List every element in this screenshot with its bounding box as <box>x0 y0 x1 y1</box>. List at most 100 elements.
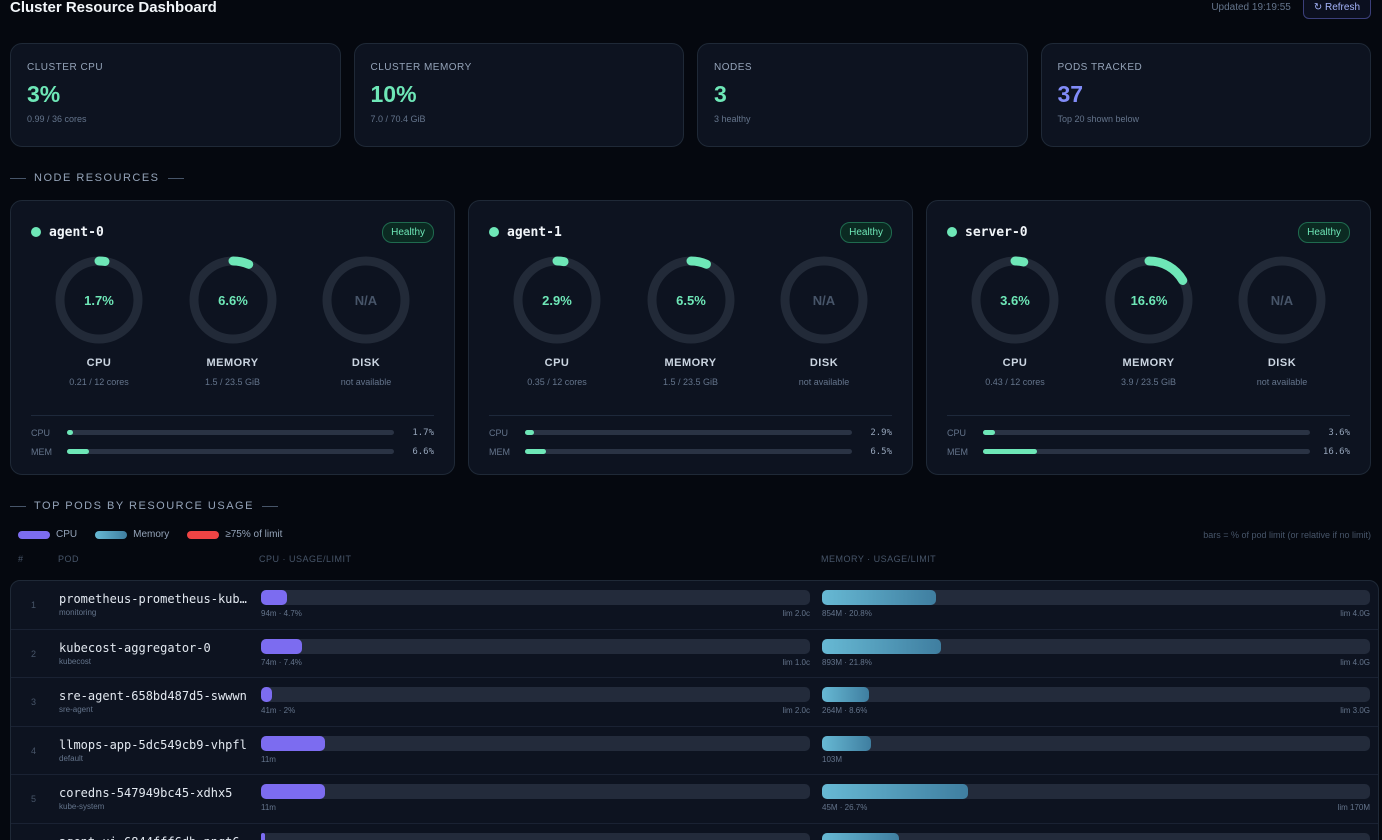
memory-bar-fill <box>822 784 969 799</box>
bar-track <box>983 449 1310 454</box>
summary-cards: CLUSTER CPU 3% 0.99 / 36 cores CLUSTER M… <box>10 43 1371 147</box>
gauge-sub: not available <box>340 377 392 387</box>
memory-limit-text: lim 4.0G <box>1340 657 1370 667</box>
bar-fill <box>67 449 89 454</box>
cpu-usage-bar: CPU 1.7% <box>31 423 434 442</box>
summary-sub: 7.0 / 70.4 GiB <box>370 114 426 124</box>
bar-track <box>67 430 394 435</box>
gauge-arc <box>55 256 143 344</box>
pods-table: 1 prometheus-prometheus-kube-prometheus-p… <box>10 580 1379 840</box>
pod-name: agent-ui-6844fff6db-nnqt6 <box>59 835 249 840</box>
memory-usage-text: 264M · 8.6% <box>822 706 868 715</box>
gauge-label: CPU <box>544 357 570 369</box>
mem-gauge-ring: 16.6% <box>1105 256 1192 344</box>
gauge-disk: N/A DISK not available <box>766 255 882 387</box>
legend: CPU Memory ≥75% of limit bars = % of pod… <box>18 529 1371 540</box>
table-row[interactable]: 3 sre-agent-658bd487d5-swwwn sre-agent 41m … <box>11 678 1378 727</box>
gauge-value: N/A <box>813 293 836 308</box>
legend-swatch <box>187 530 220 539</box>
gauge-value: 2.9% <box>542 293 572 308</box>
cpu-bar <box>261 832 810 840</box>
gauge-value: 16.6% <box>1130 293 1167 308</box>
cpu-bar-fill <box>261 735 326 751</box>
pod-name: llmops-app-5dc549cb9-vhpfl <box>59 737 247 752</box>
memory-bar-fill <box>822 832 899 840</box>
node-card-agent-1: agent-1 Healthy 2.9% CPU 0.35 / 12 cores 6.5%… <box>468 200 913 475</box>
bar-label: MEM <box>489 446 510 457</box>
cpu-usage-text: 74m · 7.4% <box>261 657 302 667</box>
memory-bar-fill <box>822 687 870 702</box>
gauge-value: 1.7% <box>84 293 114 308</box>
col-pod: POD <box>58 554 80 564</box>
gauge-value: N/A <box>355 293 378 308</box>
memory-usage-text: 45M · 26.7% <box>822 803 868 812</box>
bar-track <box>983 430 1310 435</box>
cpu-bar-fill <box>261 832 266 840</box>
cpu-bar <box>261 687 810 702</box>
cpu-usage-text: 94m · 4.7% <box>261 609 302 618</box>
node-name: agent-0 <box>49 224 104 240</box>
legend-cpu: CPU <box>18 529 77 540</box>
pod-namespace: kube-system <box>59 802 105 811</box>
summary-label: CLUSTER MEMORY <box>370 62 472 73</box>
gauge-arc <box>971 256 1059 344</box>
bar-label: MEM <box>31 446 52 457</box>
memory-usage-text: 854M · 20.8% <box>822 609 872 618</box>
header: Cluster Resource Dashboard Updated 19:19… <box>10 0 1371 20</box>
table-row[interactable]: 6agent-ui-6844fff6db-nnqt6 <box>11 824 1378 840</box>
memory-usage-bar: MEM 16.6% <box>947 442 1350 461</box>
bar-label: CPU <box>489 427 509 438</box>
memory-usage-text: 103M <box>822 754 843 764</box>
pod-namespace: monitoring <box>59 608 97 617</box>
gauge-arc <box>513 256 601 344</box>
summary-card-nodes: NODES 3 3 healthy <box>697 43 1028 147</box>
gauge-value: 3.6% <box>1000 293 1030 308</box>
gauge-label: DISK <box>809 357 839 369</box>
gauge-value: 6.6% <box>218 293 248 308</box>
bar-value: 2.9% <box>870 427 892 438</box>
summary-value: 37 <box>1057 81 1084 107</box>
legend-label: ≥75% of limit <box>225 529 283 540</box>
gauge-mem: 16.6% MEMORY 3.9 / 23.5 GiB <box>1091 255 1207 387</box>
legend-label: Memory <box>133 529 170 540</box>
updated-timestamp: Updated 19:19:55 <box>1211 1 1291 13</box>
section-title: NODE RESOURCES <box>34 172 160 184</box>
memory-bar <box>822 687 1370 702</box>
summary-value: 10% <box>370 81 417 107</box>
cpu-gauge-ring: 3.6% <box>971 256 1059 344</box>
pods-section-header: TOP PODS BY RESOURCE USAGE <box>10 500 278 512</box>
cpu-bar <box>261 784 810 799</box>
memory-usage-text: 893M · 21.8% <box>822 657 872 667</box>
refresh-button[interactable]: ↻ Refresh <box>1302 0 1371 19</box>
bar-fill <box>525 430 535 435</box>
disk-gauge-ring: N/A <box>1238 256 1326 344</box>
node-name: agent-1 <box>507 224 562 240</box>
bar-label: MEM <box>947 446 968 457</box>
table-row[interactable]: 2 kubecost-aggregator-0 kubecost 74m · 7.4%… <box>11 630 1378 678</box>
memory-bar <box>822 784 1370 799</box>
bar-fill <box>983 430 995 435</box>
cpu-bar-fill <box>261 590 287 605</box>
disk-gauge-ring: N/A <box>780 256 868 344</box>
memory-limit-text: lim 170M <box>1337 803 1370 812</box>
bar-value: 1.7% <box>412 427 434 438</box>
table-row[interactable]: 5 coredns-547949bc45-xdhx5 kube-system 11m 4… <box>11 775 1378 824</box>
pods-table-header: # POD CPU · USAGE/LIMIT MEMORY · USAGE/L… <box>18 554 1371 566</box>
memory-bar <box>822 638 1370 654</box>
gauge-sub: 0.21 / 12 cores <box>69 377 129 387</box>
gauge-sub: not available <box>1256 377 1308 387</box>
legend-memory: Memory <box>95 529 169 540</box>
cpu-usage-text: 11m <box>261 754 276 764</box>
cpu-usage-bar: CPU 3.6% <box>947 423 1350 442</box>
pod-namespace: sre-agent <box>59 705 93 714</box>
table-row[interactable]: 1 prometheus-prometheus-kube-prometheus-p… <box>11 581 1378 630</box>
memory-bar-fill <box>822 735 872 751</box>
gauge-label: DISK <box>351 357 381 369</box>
memory-usage-bar: MEM 6.6% <box>31 442 434 461</box>
table-row[interactable]: 4 llmops-app-5dc549cb9-vhpfl default 11m 103… <box>11 727 1378 775</box>
node-card-header: server-0 Healthy <box>947 221 1350 243</box>
row-index: 1 <box>31 600 37 610</box>
pod-name: kubecost-aggregator-0 <box>59 640 211 655</box>
bar-label: CPU <box>947 427 967 438</box>
bar-fill <box>525 449 547 454</box>
